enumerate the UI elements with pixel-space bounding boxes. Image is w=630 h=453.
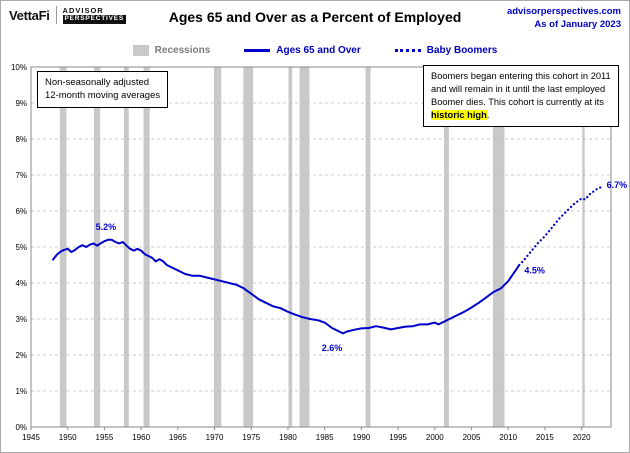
svg-text:1%: 1%	[15, 387, 27, 396]
chart-area: 0% 1% 2% 3% 4% 5% 6% 7% 8% 9% 10% 1945 1950 1955 1960 1…	[1, 61, 629, 451]
svg-text:1970: 1970	[206, 433, 224, 442]
svg-text:0%: 0%	[15, 423, 27, 432]
svg-text:1980: 1980	[279, 433, 297, 442]
vettafi-wordmark: VettaFi	[9, 7, 50, 23]
svg-text:2010: 2010	[499, 433, 517, 442]
svg-text:5%: 5%	[15, 243, 27, 252]
header: VettaFi ADVISOR PERSPECTIVES Ages 65 and…	[1, 1, 629, 39]
legend-label-baby-boomers: Baby Boomers	[426, 44, 498, 56]
recession-swatch-icon	[132, 44, 149, 56]
note-boomers-text: Boomers began entering this cohort in 20…	[431, 71, 611, 108]
svg-text:1990: 1990	[352, 433, 370, 442]
svg-text:1985: 1985	[316, 433, 334, 442]
legend-item-recessions: Recessions	[132, 44, 211, 56]
vettafi-logo: VettaFi ADVISOR PERSPECTIVES	[9, 6, 139, 24]
legend: Recessions Ages 65 and Over Baby Boomers	[1, 39, 629, 61]
svg-text:1945: 1945	[22, 433, 40, 442]
note-left-line2: 12-month moving averages	[45, 90, 161, 102]
svg-text:1960: 1960	[132, 433, 150, 442]
svg-text:2020: 2020	[573, 433, 591, 442]
note-boomers-tail: .	[486, 110, 490, 121]
header-meta: advisorperspectives.com As of January 20…	[491, 6, 621, 32]
svg-text:5.2%: 5.2%	[96, 222, 117, 232]
svg-text:1955: 1955	[96, 433, 114, 442]
page-title: Ages 65 and Over as a Percent of Employe…	[168, 9, 462, 25]
note-left-line1: Non-seasonally adjusted	[45, 77, 150, 88]
svg-text:2005: 2005	[463, 433, 481, 442]
svg-text:1975: 1975	[242, 433, 260, 442]
svg-text:4.5%: 4.5%	[524, 265, 545, 275]
svg-text:9%: 9%	[15, 99, 27, 108]
svg-text:1995: 1995	[389, 433, 407, 442]
svg-text:2.6%: 2.6%	[322, 343, 343, 353]
svg-text:2%: 2%	[15, 351, 27, 360]
svg-text:10%: 10%	[11, 63, 27, 72]
svg-text:8%: 8%	[15, 135, 27, 144]
note-moving-averages: Non-seasonally adjusted 12-month moving …	[37, 71, 169, 108]
legend-label-recessions: Recessions	[154, 44, 211, 56]
svg-text:2000: 2000	[426, 433, 444, 442]
svg-text:6.7%: 6.7%	[607, 180, 628, 190]
advisor-wordmark: ADVISOR	[62, 5, 104, 15]
as-of-date: As of January 2023	[534, 18, 621, 30]
site-link[interactable]: advisorperspectives.com	[506, 6, 621, 17]
svg-text:3%: 3%	[15, 315, 27, 324]
note-boomers-highlight: historic high	[431, 110, 487, 121]
svg-text:6%: 6%	[15, 207, 27, 216]
legend-label-ages-65-and-over: Ages 65 and Over	[276, 44, 361, 56]
legend-item-baby-boomers: Baby Boomers	[394, 44, 498, 56]
perspectives-wordmark: PERSPECTIVES	[62, 15, 126, 24]
dotted-line-swatch-icon	[394, 48, 421, 52]
note-boomers: Boomers began entering this cohort in 20…	[423, 65, 619, 128]
logo-divider	[55, 6, 57, 24]
svg-text:1950: 1950	[59, 433, 77, 442]
svg-text:1965: 1965	[169, 433, 187, 442]
advisor-perspectives-badge: ADVISOR PERSPECTIVES	[62, 5, 126, 24]
svg-text:2015: 2015	[536, 433, 554, 442]
legend-item-ages-65-and-over: Ages 65 and Over	[244, 44, 361, 56]
solid-line-swatch-icon	[244, 48, 271, 52]
svg-text:4%: 4%	[15, 279, 27, 288]
svg-text:7%: 7%	[15, 171, 27, 180]
